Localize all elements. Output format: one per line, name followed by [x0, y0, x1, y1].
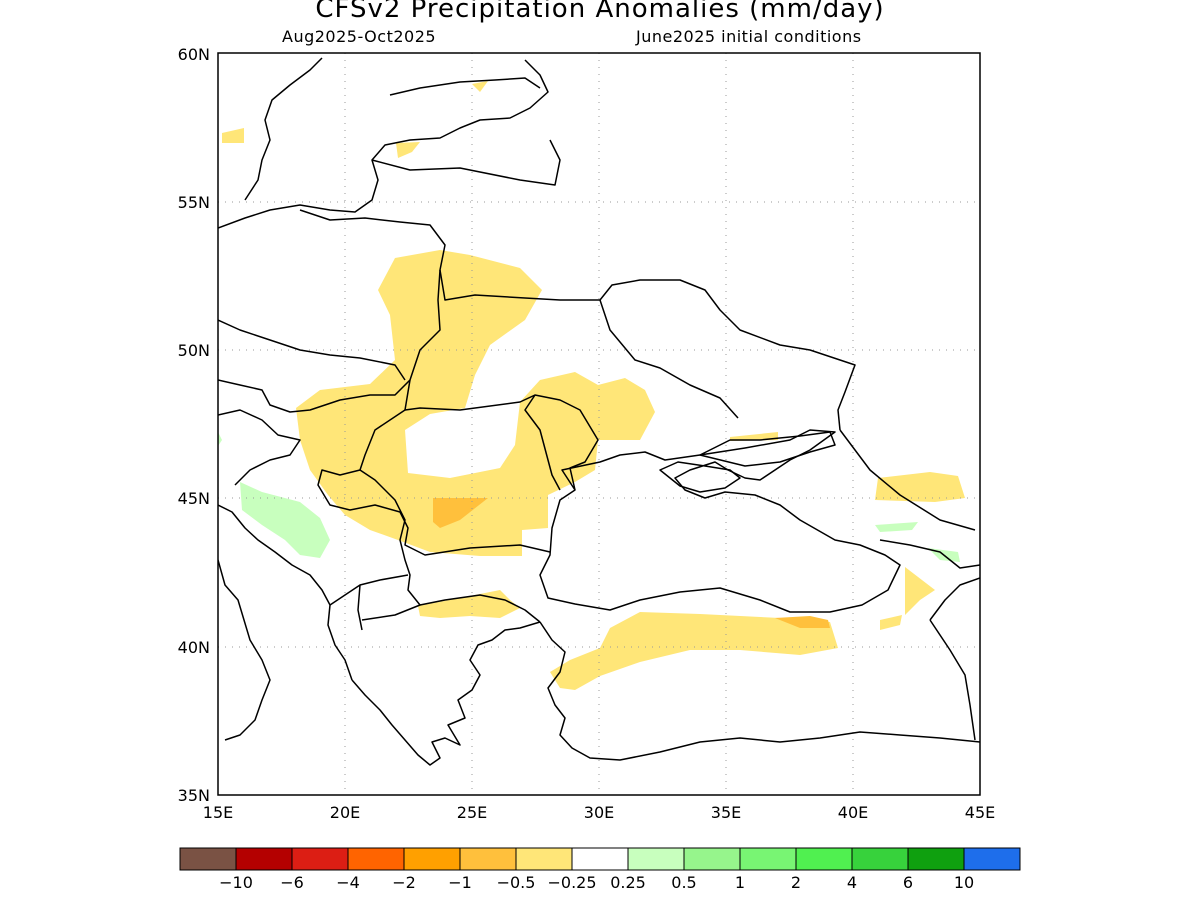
- colorbar-swatch: [739, 847, 797, 871]
- border-line-1: [371, 139, 561, 186]
- colorbar-label: −2: [392, 873, 416, 892]
- x-tick-label: 45E: [965, 803, 995, 822]
- greece-coast: [351, 621, 541, 766]
- border-line-13: [599, 299, 739, 419]
- map-frame: [217, 52, 981, 796]
- colorbar-label: 1: [735, 873, 745, 892]
- border-line-3: [218, 269, 441, 413]
- colorbar-swatch: [795, 847, 853, 871]
- sweden-coast: [244, 57, 323, 201]
- colorbar-label: 2: [791, 873, 801, 892]
- colorbar-swatch: [515, 847, 573, 871]
- valid-period-label: Aug2025-Oct2025: [282, 27, 437, 46]
- adriatic-east-coast: [218, 504, 353, 681]
- anomaly-area-dry-central: [296, 250, 655, 556]
- border-line-6: [317, 409, 551, 556]
- map-gridlines: [218, 53, 980, 795]
- anomaly-area-wet-caucasus: [875, 522, 918, 532]
- anomaly-area-dry-turkey: [550, 612, 838, 690]
- y-tick-label: 45N: [178, 489, 210, 508]
- border-line-11: [929, 619, 976, 741]
- colorbar-label: −0.25: [547, 873, 596, 892]
- colorbar-swatch: [291, 847, 349, 871]
- colorbar-label: 4: [847, 873, 857, 892]
- border-line-2: [299, 209, 856, 431]
- anomaly-area-dry-east-small: [880, 615, 902, 630]
- anomaly-shading: [218, 81, 965, 690]
- azov-sea-coast: [699, 431, 836, 467]
- border-line-4: [404, 379, 599, 491]
- aegean-asia-coast: [539, 621, 980, 761]
- colorbar-swatch: [347, 847, 405, 871]
- colorbar-label: 0.5: [671, 873, 696, 892]
- anomaly-area-dry-caucasus: [875, 472, 965, 502]
- axis-ticks: 15E 20E 25E 30E 35E 40E 45E 35N 40N 45N …: [178, 45, 996, 822]
- anomaly-area-wet-adriatic: [240, 482, 330, 558]
- anomaly-area-dry-balkans: [418, 590, 520, 618]
- colorbar-swatch: [683, 847, 741, 871]
- anomaly-area-dry-north: [222, 128, 244, 143]
- map-area: [218, 53, 980, 795]
- baltic-coast: [218, 59, 549, 229]
- map-title: CFSv2 Precipitation Anomalies (mm/day): [315, 0, 885, 24]
- x-tick-label: 20E: [330, 803, 360, 822]
- y-tick-label: 35N: [178, 786, 210, 805]
- anomaly-area-dry-east: [905, 567, 935, 615]
- x-tick-label: 15E: [203, 803, 233, 822]
- gulf-of-finland: [389, 77, 541, 96]
- x-tick-label: 25E: [457, 803, 487, 822]
- colorbar-swatch: [851, 847, 909, 871]
- colorbar-swatch: [627, 847, 685, 871]
- colorbar-swatch: [235, 847, 293, 871]
- colorbar-legend: −10 −6 −4 −2 −1 −0.5 −0.25 0.25 0.5 1 2 4 6 10: [179, 847, 1021, 892]
- anomaly-area-moderate-dry-turkey: [775, 616, 830, 628]
- y-tick-label: 40N: [178, 638, 210, 657]
- border-line-7: [359, 469, 541, 623]
- colorbar-swatch: [907, 847, 965, 871]
- crimea-coast: [659, 461, 741, 493]
- colorbar-label: −10: [219, 873, 253, 892]
- colorbar-label: 10: [954, 873, 974, 892]
- border-line-9: [329, 574, 421, 631]
- x-tick-label: 40E: [838, 803, 868, 822]
- colorbar-swatch: [179, 847, 237, 871]
- anomaly-area-dry-baltic-small: [472, 81, 488, 92]
- border-line-12: [218, 319, 406, 381]
- colorbar-label: −0.5: [497, 873, 536, 892]
- colorbar-label: 0.25: [610, 873, 646, 892]
- border-line-10: [839, 429, 980, 569]
- x-tick-label: 35E: [711, 803, 741, 822]
- anomaly-area-dry-baltic: [396, 142, 420, 158]
- anomaly-area-moderate-dry: [433, 498, 488, 528]
- border-line-5: [524, 394, 561, 491]
- y-tick-label: 60N: [178, 45, 210, 64]
- colorbar-label: −6: [280, 873, 304, 892]
- colorbar-label: −4: [336, 873, 360, 892]
- italy-coast: [218, 559, 271, 741]
- colorbar-label: −1: [448, 873, 472, 892]
- colorbar-swatch: [403, 847, 461, 871]
- coastlines-and-borders: [218, 57, 980, 766]
- colorbar-swatch: [571, 847, 629, 871]
- x-tick-label: 30E: [584, 803, 614, 822]
- colorbar-swatch: [963, 847, 1021, 871]
- colorbar-label: 6: [903, 873, 913, 892]
- border-line-8: [218, 409, 301, 486]
- y-tick-label: 50N: [178, 341, 210, 360]
- colorbar-swatch: [459, 847, 517, 871]
- y-tick-label: 55N: [178, 193, 210, 212]
- anomaly-area-wet-west: [218, 432, 222, 446]
- caspian-caucasus-coast: [929, 577, 980, 621]
- initial-conditions-label: June2025 initial conditions: [636, 27, 862, 46]
